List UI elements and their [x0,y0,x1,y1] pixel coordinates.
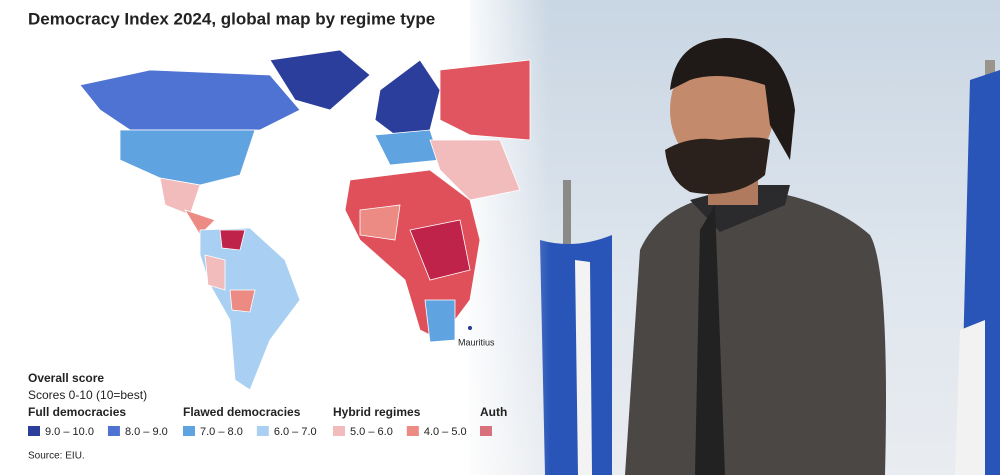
legend-swatch [480,426,492,436]
legend-subtitle: Scores 0-10 (10=best) [28,388,147,402]
legend-group: Hybrid regimes [333,405,421,419]
photo [470,0,1000,475]
legend-swatch [333,426,345,436]
legend-group: Auth [480,405,507,419]
legend-label: 5.0 – 6.0 [350,426,393,438]
legend-title: Overall score [28,371,104,385]
legend-swatch [406,426,419,436]
legend-swatch [183,426,195,436]
legend-swatch [107,426,120,436]
legend-swatch [28,426,40,436]
legend-label: 6.0 – 7.0 [274,426,317,438]
legend-label: 4.0 – 5.0 [424,426,467,438]
map-label: Mauritius [458,337,495,347]
legend-label: 7.0 – 8.0 [200,426,243,438]
title: Democracy Index 2024, global map by regi… [28,9,435,28]
legend: Full democracies 9.0 – 10.0 8.0 – 9.0 Flawe… [28,405,507,438]
legend-group: Full democracies [28,405,126,419]
world-map [79,49,531,391]
legend-swatch [256,426,269,436]
legend-label: 9.0 – 10.0 [45,426,94,438]
source: Source: EIU. [28,451,85,462]
legend-group: Flawed democracies [183,405,301,419]
legend-label: 8.0 – 9.0 [125,426,168,438]
